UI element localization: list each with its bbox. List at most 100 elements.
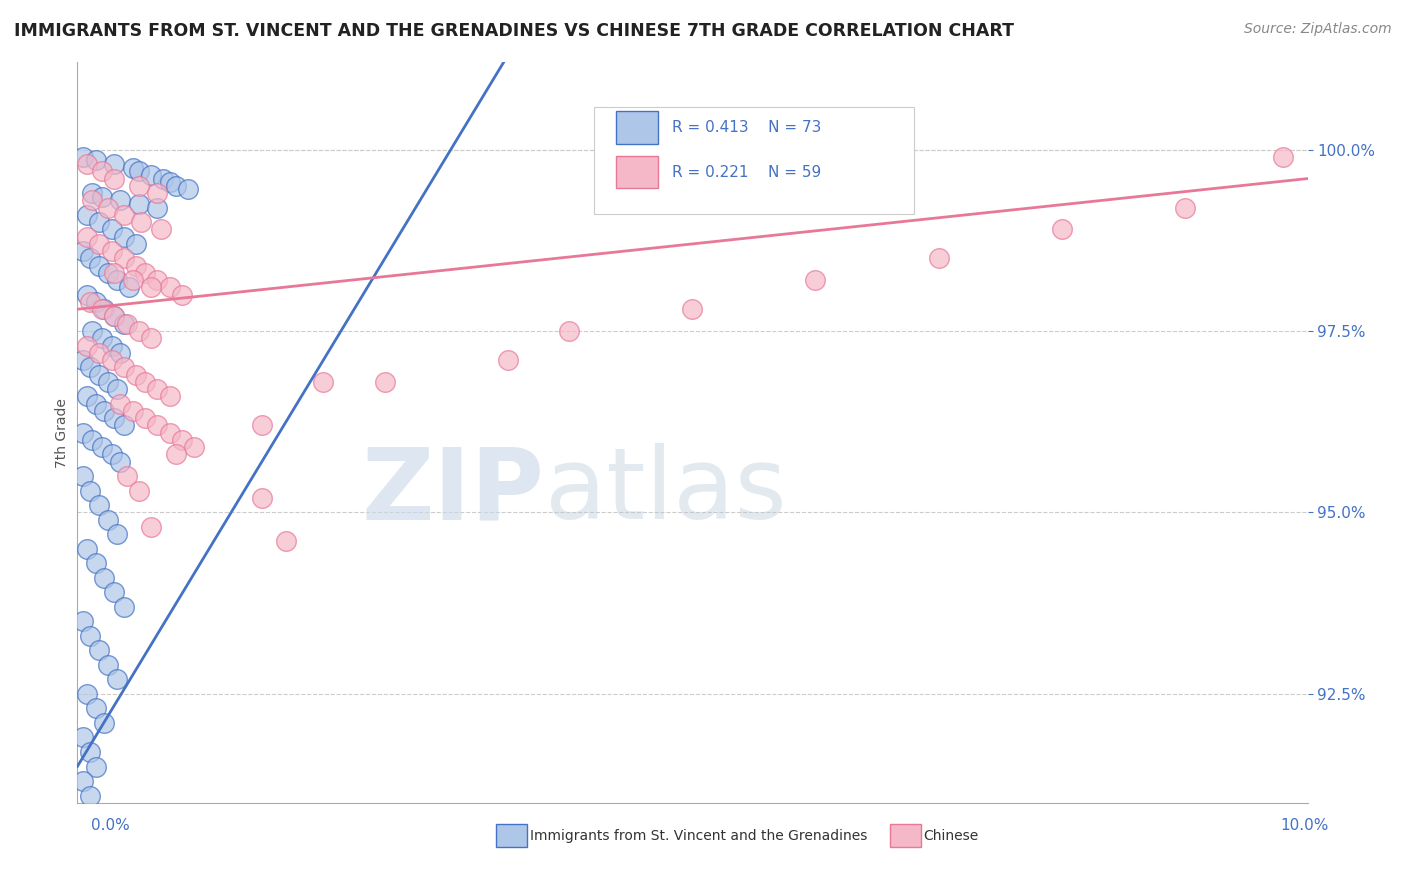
Point — [84, 556, 107, 570]
Point — [170, 433, 193, 447]
Point — [159, 425, 181, 440]
Text: Immigrants from St. Vincent and the Grenadines: Immigrants from St. Vincent and the Gren… — [530, 829, 868, 843]
Text: ZIP: ZIP — [361, 443, 546, 541]
Point — [76, 687, 98, 701]
Point — [1050, 222, 1073, 236]
Point — [131, 215, 153, 229]
Point — [115, 317, 138, 331]
Point — [125, 368, 148, 382]
Point — [128, 324, 150, 338]
Point — [110, 455, 132, 469]
Point — [125, 259, 148, 273]
Point — [128, 164, 150, 178]
Point — [76, 157, 98, 171]
Point — [374, 375, 396, 389]
Point — [110, 194, 132, 208]
Point — [101, 447, 124, 461]
Point — [152, 171, 174, 186]
Point — [110, 345, 132, 359]
Point — [146, 273, 169, 287]
Point — [112, 599, 135, 614]
Point — [93, 571, 115, 585]
Point — [84, 701, 107, 715]
Point — [84, 759, 107, 773]
Point — [128, 483, 150, 498]
Point — [79, 252, 101, 266]
Point — [90, 331, 114, 345]
Point — [250, 418, 273, 433]
Point — [101, 338, 124, 352]
Text: atlas: atlas — [546, 443, 786, 541]
Point — [121, 273, 143, 287]
Point — [134, 375, 156, 389]
Text: R = 0.413    N = 73: R = 0.413 N = 73 — [672, 120, 821, 135]
Point — [82, 433, 104, 447]
Point — [90, 164, 114, 178]
Point — [110, 396, 132, 410]
Point — [146, 418, 169, 433]
Point — [112, 317, 135, 331]
Point — [103, 171, 125, 186]
Point — [105, 273, 128, 287]
Point — [146, 186, 169, 200]
Point — [112, 252, 135, 266]
Point — [84, 153, 107, 168]
Point — [82, 186, 104, 200]
Point — [183, 440, 205, 454]
Point — [97, 657, 120, 672]
Point — [146, 382, 169, 396]
Point — [165, 178, 187, 193]
Point — [93, 404, 115, 418]
Point — [89, 345, 111, 359]
Point — [101, 222, 124, 236]
Point — [72, 244, 94, 259]
Point — [1174, 201, 1197, 215]
Point — [79, 629, 101, 643]
Point — [72, 731, 94, 745]
Text: Source: ZipAtlas.com: Source: ZipAtlas.com — [1244, 22, 1392, 37]
Point — [79, 295, 101, 310]
Point — [76, 541, 98, 556]
Point — [76, 389, 98, 403]
Point — [121, 404, 143, 418]
Point — [159, 389, 181, 403]
Point — [118, 280, 141, 294]
Point — [97, 513, 120, 527]
Point — [97, 201, 120, 215]
FancyBboxPatch shape — [595, 107, 914, 214]
Point — [134, 266, 156, 280]
Point — [89, 215, 111, 229]
Point — [93, 302, 115, 317]
Text: 10.0%: 10.0% — [1281, 818, 1329, 832]
Point — [79, 360, 101, 375]
Point — [128, 197, 150, 211]
Point — [72, 774, 94, 789]
Point — [150, 222, 173, 236]
Point — [76, 208, 98, 222]
Point — [141, 520, 163, 534]
Text: IMMIGRANTS FROM ST. VINCENT AND THE GRENADINES VS CHINESE 7TH GRADE CORRELATION : IMMIGRANTS FROM ST. VINCENT AND THE GREN… — [14, 22, 1014, 40]
Point — [159, 280, 181, 294]
Point — [125, 236, 148, 251]
Point — [103, 266, 125, 280]
Point — [115, 469, 138, 483]
Text: Chinese: Chinese — [924, 829, 979, 843]
Point — [101, 353, 124, 368]
FancyBboxPatch shape — [616, 112, 658, 144]
Point — [72, 150, 94, 164]
Point — [141, 331, 163, 345]
Point — [141, 168, 163, 182]
Point — [103, 310, 125, 324]
Point — [558, 324, 581, 338]
Point — [90, 190, 114, 204]
Point — [82, 194, 104, 208]
Point — [146, 201, 169, 215]
Point — [134, 411, 156, 425]
Point — [112, 229, 135, 244]
Point — [496, 353, 519, 368]
Point — [101, 244, 124, 259]
Point — [84, 396, 107, 410]
Point — [128, 178, 150, 193]
Point — [105, 673, 128, 687]
Point — [90, 302, 114, 317]
